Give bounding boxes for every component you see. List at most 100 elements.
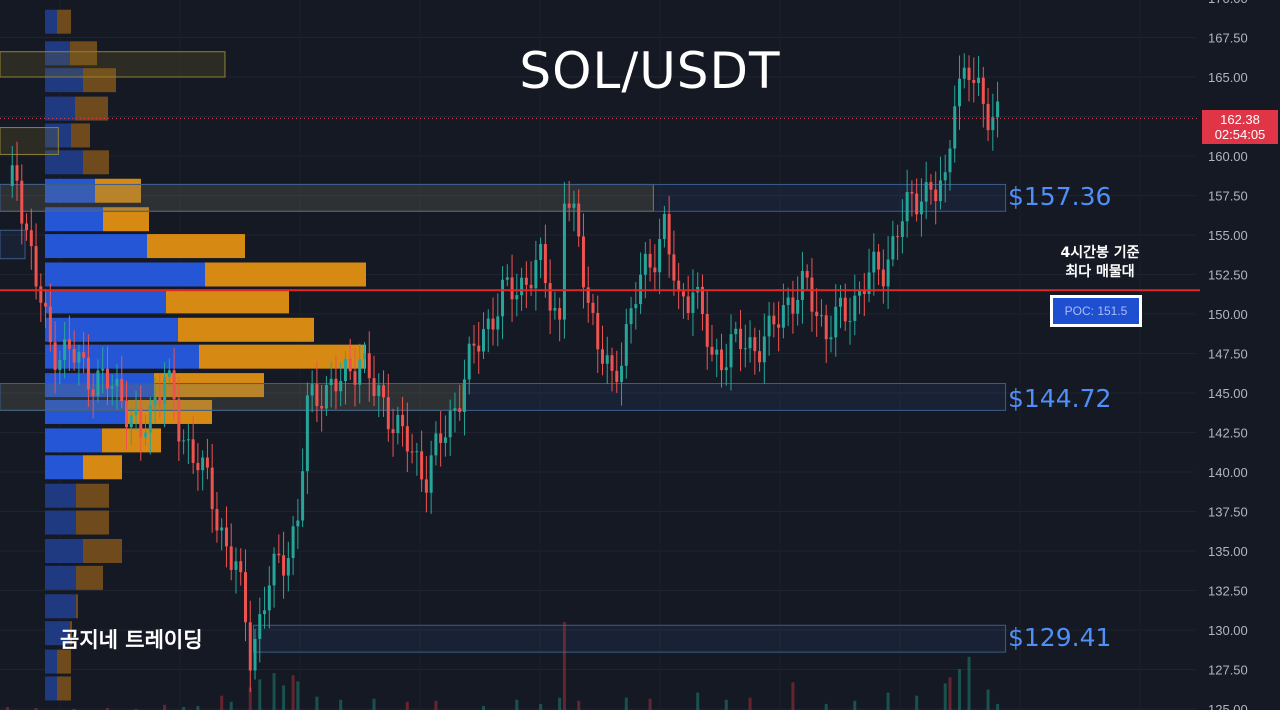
candle-body	[710, 346, 714, 355]
candle-body	[743, 348, 747, 350]
candle-body	[915, 193, 919, 215]
candle-body	[781, 305, 785, 328]
volume-bar	[948, 677, 952, 710]
candle-body	[948, 148, 952, 173]
candle-body	[158, 397, 162, 404]
volume-bar	[163, 704, 167, 710]
last-price-value: 162.38	[1220, 112, 1260, 127]
y-axis-tick: 165.00	[1208, 70, 1248, 85]
candle-body	[829, 337, 833, 340]
volume-bar	[182, 706, 186, 710]
profile-bar-sell	[199, 344, 366, 369]
chart-title: SOL/USDT	[519, 42, 781, 100]
candle-countdown: 02:54:05	[1214, 127, 1266, 142]
profile-bar-sell	[154, 373, 264, 398]
profile-bar-sell	[76, 594, 78, 619]
candle-body	[662, 213, 666, 240]
zone-box	[0, 183, 654, 212]
candle-body	[667, 213, 671, 255]
candle-body	[910, 192, 914, 194]
candle-body	[320, 405, 324, 409]
zone-box	[0, 383, 1007, 411]
candle-body	[648, 253, 652, 268]
volume-bar	[915, 695, 919, 710]
candle-body	[953, 106, 957, 149]
poc-note-line2: 최다 매물대	[1065, 264, 1135, 280]
candle-body	[805, 270, 809, 278]
candle-body	[443, 437, 447, 443]
candle-body	[372, 378, 376, 396]
candle-body	[753, 337, 757, 352]
volume-bar	[229, 701, 233, 710]
volume-bar	[372, 698, 376, 710]
candle-body	[29, 230, 33, 247]
candle-body	[572, 203, 576, 208]
candle-body	[739, 328, 743, 350]
candle-body	[201, 457, 205, 471]
candle-body	[25, 223, 29, 231]
y-axis-tick: 130.00	[1208, 623, 1248, 638]
profile-bar-buy	[45, 483, 76, 508]
candle-body	[58, 360, 62, 370]
volume-bar	[748, 697, 752, 710]
candle-body	[777, 324, 781, 328]
candle-body	[277, 553, 281, 556]
candle-body	[596, 312, 600, 350]
candle-body	[272, 553, 276, 586]
candle-body	[615, 370, 619, 382]
candle-body	[215, 509, 219, 531]
candle-body	[172, 370, 176, 400]
zone-box	[0, 183, 1007, 212]
candle-body	[396, 414, 400, 434]
candle-body	[405, 426, 409, 452]
profile-bar-buy	[45, 41, 70, 66]
profile-bar-buy	[45, 649, 57, 674]
profile-bar-sell	[166, 289, 289, 314]
candle-body	[296, 520, 300, 527]
volume-bar	[248, 687, 252, 710]
candle-body	[453, 408, 457, 411]
candle-body	[139, 408, 143, 438]
candle-body	[972, 80, 976, 84]
profile-bar-buy	[45, 68, 83, 93]
profile-bar-buy	[45, 539, 83, 563]
candle-body	[929, 182, 933, 190]
candle-body	[286, 558, 290, 576]
level-label-resistance: $157.36	[1008, 182, 1112, 211]
candle-body	[15, 165, 19, 181]
candle-body	[39, 286, 43, 303]
candle-body	[86, 357, 90, 390]
candle-body	[601, 349, 604, 364]
candle-body	[681, 291, 685, 297]
candle-body	[986, 103, 990, 131]
candle-body	[700, 286, 704, 315]
candle-body	[834, 306, 838, 338]
candle-body	[267, 585, 271, 611]
candle-body	[691, 292, 695, 313]
candle-body	[705, 314, 709, 347]
candle-body	[125, 401, 128, 428]
candle-body	[810, 277, 814, 312]
candle-body	[82, 352, 86, 358]
y-axis-tick: 170.00	[1208, 0, 1248, 6]
candle-body	[938, 180, 942, 202]
candle-body	[496, 316, 500, 330]
candle-body	[282, 555, 286, 576]
profile-bar-buy	[45, 428, 102, 453]
volume-bar	[105, 707, 109, 710]
y-axis-tick: 167.50	[1208, 31, 1248, 46]
candle-body	[962, 67, 966, 79]
candle-body	[391, 429, 395, 434]
candle-body	[867, 272, 871, 295]
candle-body	[310, 384, 314, 396]
candle-body	[91, 389, 95, 396]
candle-body	[534, 260, 538, 289]
candle-body	[658, 239, 662, 273]
candle-body	[562, 203, 566, 320]
candle-body	[524, 277, 528, 285]
candle-body	[529, 284, 533, 289]
candle-body	[253, 638, 257, 671]
candle-body	[853, 295, 857, 321]
candle-body	[748, 337, 752, 349]
